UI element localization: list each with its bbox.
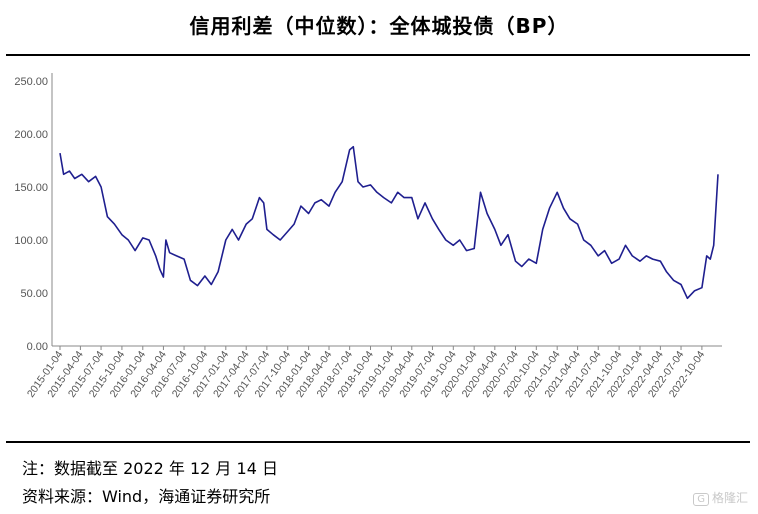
- watermark: G 格隆汇: [693, 489, 748, 506]
- chart-title: 信用利差（中位数）：全体城投债（BP）: [189, 14, 569, 38]
- watermark-logo-icon: G: [693, 493, 709, 506]
- top-rule: [6, 54, 750, 56]
- data-cutoff-note: 注：数据截至 2022 年 12 月 14 日: [22, 459, 278, 478]
- plot-area: [59, 145, 719, 300]
- y-tick-label: 150.00: [14, 182, 48, 194]
- y-tick-label: 0.00: [27, 341, 48, 353]
- x-axis: 2015-01-042015-04-042015-07-042015-10-04…: [25, 345, 722, 400]
- line-chart: 0.00 50.00 100.00 150.00 200.00 250.00 2015-0…: [14, 73, 722, 400]
- series-line: [59, 145, 719, 300]
- y-tick-label: 200.00: [14, 129, 48, 141]
- y-axis: 0.00 50.00 100.00 150.00 200.00 250.00: [14, 73, 53, 353]
- watermark-text: 格隆汇: [711, 491, 748, 505]
- y-tick-label: 250.00: [14, 76, 48, 88]
- bottom-rule: [6, 441, 750, 443]
- source-note: 资料来源：Wind，海通证券研究所: [22, 487, 271, 506]
- y-tick-label: 100.00: [14, 235, 48, 247]
- y-tick-label: 50.00: [20, 288, 48, 300]
